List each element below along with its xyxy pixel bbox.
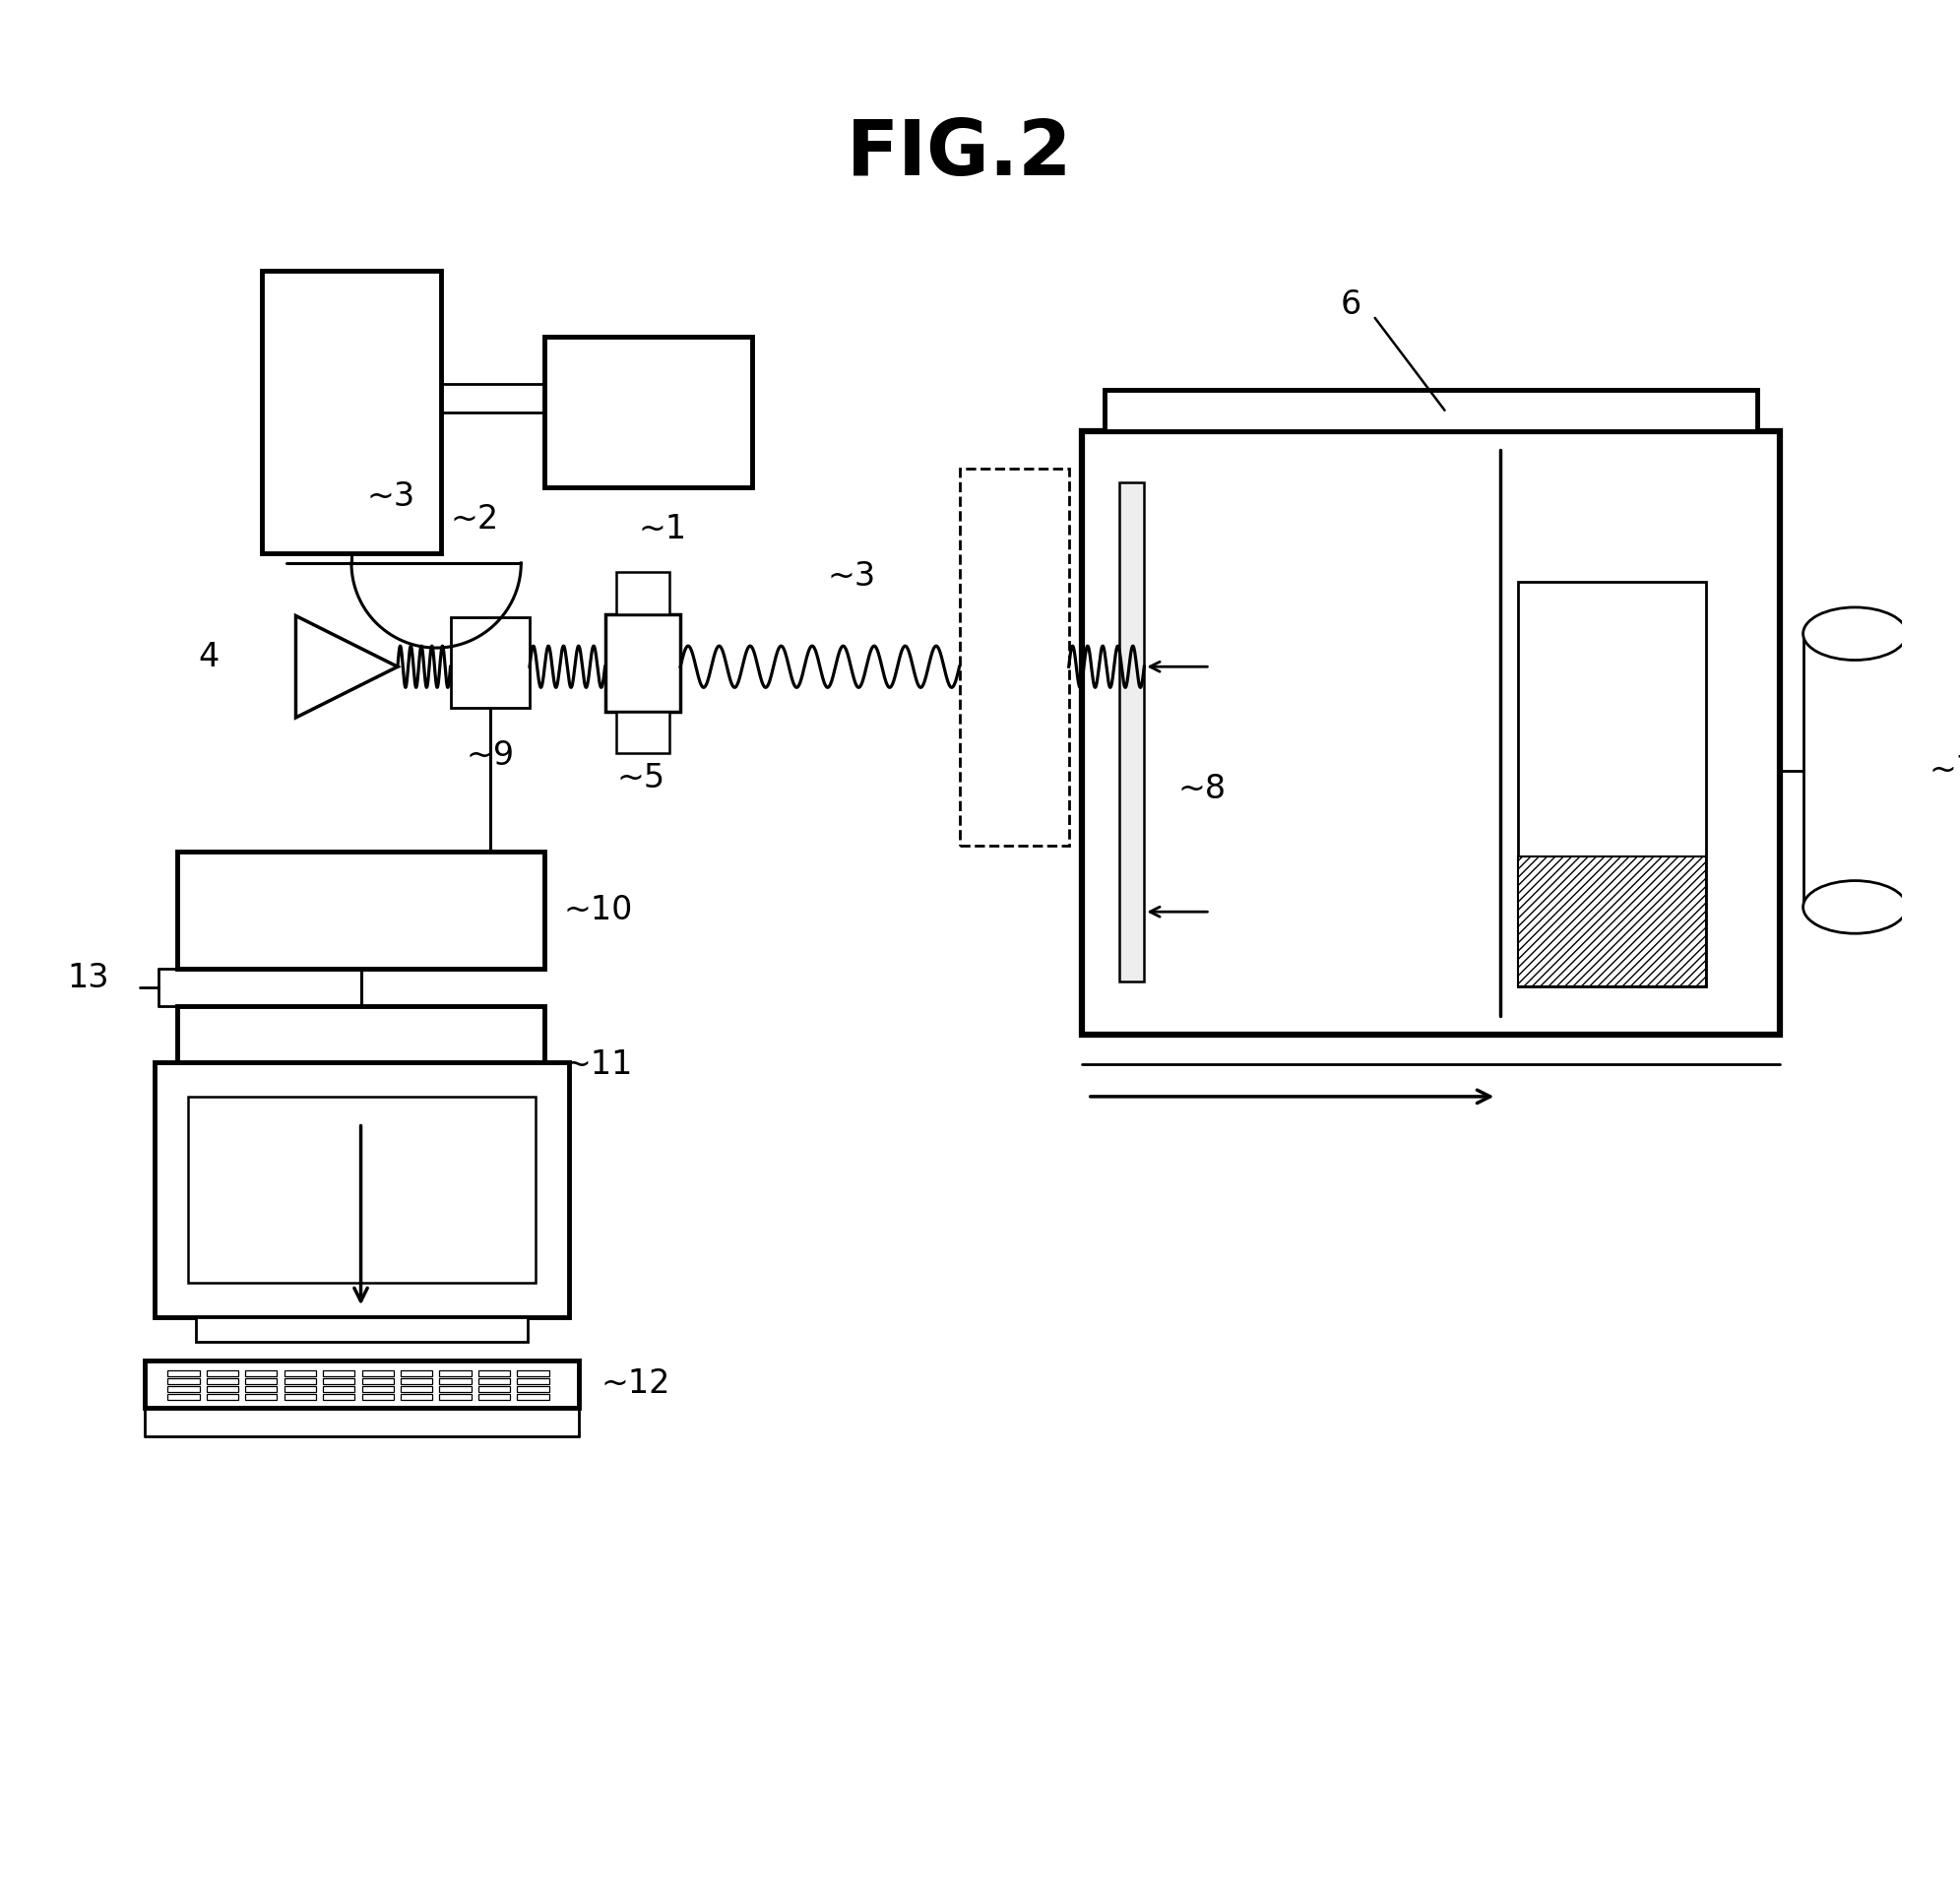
Bar xyxy=(245,1386,276,1392)
Bar xyxy=(323,1394,355,1400)
Bar xyxy=(1517,581,1707,986)
Bar xyxy=(206,1379,239,1384)
Text: 13: 13 xyxy=(69,961,110,993)
Text: ~3: ~3 xyxy=(827,560,876,592)
Bar xyxy=(206,1386,239,1392)
Bar xyxy=(169,1371,200,1377)
Bar xyxy=(323,1386,355,1392)
Ellipse shape xyxy=(1803,608,1907,661)
Bar xyxy=(517,1371,549,1377)
Bar xyxy=(284,1386,316,1392)
Text: ~11: ~11 xyxy=(564,1048,633,1081)
Bar xyxy=(1082,431,1780,1035)
Bar xyxy=(517,1379,549,1384)
Bar xyxy=(1517,856,1707,986)
Bar xyxy=(145,1360,578,1407)
Bar xyxy=(323,1371,355,1377)
Bar xyxy=(400,1394,433,1400)
Bar xyxy=(188,1096,535,1284)
Bar xyxy=(284,1394,316,1400)
Text: FIG.2: FIG.2 xyxy=(847,116,1072,192)
Bar xyxy=(169,1386,200,1392)
Bar xyxy=(1803,634,1907,908)
Bar xyxy=(439,1379,470,1384)
Text: ~10: ~10 xyxy=(564,894,633,927)
Bar xyxy=(517,1386,549,1392)
Text: ~12: ~12 xyxy=(602,1367,670,1400)
Bar xyxy=(615,572,668,613)
Bar xyxy=(363,1379,394,1384)
Bar xyxy=(545,336,753,488)
Bar xyxy=(284,1379,316,1384)
Text: ~8: ~8 xyxy=(1178,773,1227,805)
Text: ~5: ~5 xyxy=(615,761,664,794)
Bar xyxy=(478,1379,510,1384)
Bar xyxy=(169,1394,200,1400)
Bar xyxy=(363,1371,394,1377)
Text: ~7: ~7 xyxy=(1929,754,1960,786)
Bar xyxy=(363,1386,394,1392)
Bar xyxy=(400,1371,433,1377)
Bar xyxy=(400,1379,433,1384)
Bar xyxy=(958,469,1068,845)
Bar xyxy=(169,1379,200,1384)
Bar xyxy=(245,1371,276,1377)
Bar xyxy=(439,1394,470,1400)
Text: ~1: ~1 xyxy=(637,513,686,545)
Bar xyxy=(400,1386,433,1392)
Bar xyxy=(263,272,441,555)
Bar xyxy=(245,1379,276,1384)
Bar xyxy=(155,1063,568,1318)
Bar xyxy=(439,1371,470,1377)
Text: ~2: ~2 xyxy=(451,503,500,536)
Bar xyxy=(245,1394,276,1400)
Bar xyxy=(606,613,680,712)
Bar xyxy=(284,1371,316,1377)
Text: ~9: ~9 xyxy=(466,739,515,771)
Bar xyxy=(206,1371,239,1377)
Bar xyxy=(615,712,668,754)
Bar xyxy=(451,617,529,708)
Bar xyxy=(478,1394,510,1400)
Text: 4: 4 xyxy=(198,642,220,674)
Bar xyxy=(439,1386,470,1392)
Bar xyxy=(478,1386,510,1392)
Polygon shape xyxy=(296,615,398,718)
Bar xyxy=(206,1394,239,1400)
Bar xyxy=(1119,482,1145,982)
Text: 6: 6 xyxy=(1341,289,1360,321)
Bar xyxy=(363,1394,394,1400)
Bar xyxy=(517,1394,549,1400)
Bar xyxy=(176,1006,545,1122)
Text: ~3: ~3 xyxy=(367,480,416,513)
Bar xyxy=(196,1318,527,1343)
Bar xyxy=(323,1379,355,1384)
Ellipse shape xyxy=(1803,881,1907,934)
Bar xyxy=(176,851,545,968)
Bar xyxy=(1105,389,1756,431)
Bar xyxy=(478,1371,510,1377)
